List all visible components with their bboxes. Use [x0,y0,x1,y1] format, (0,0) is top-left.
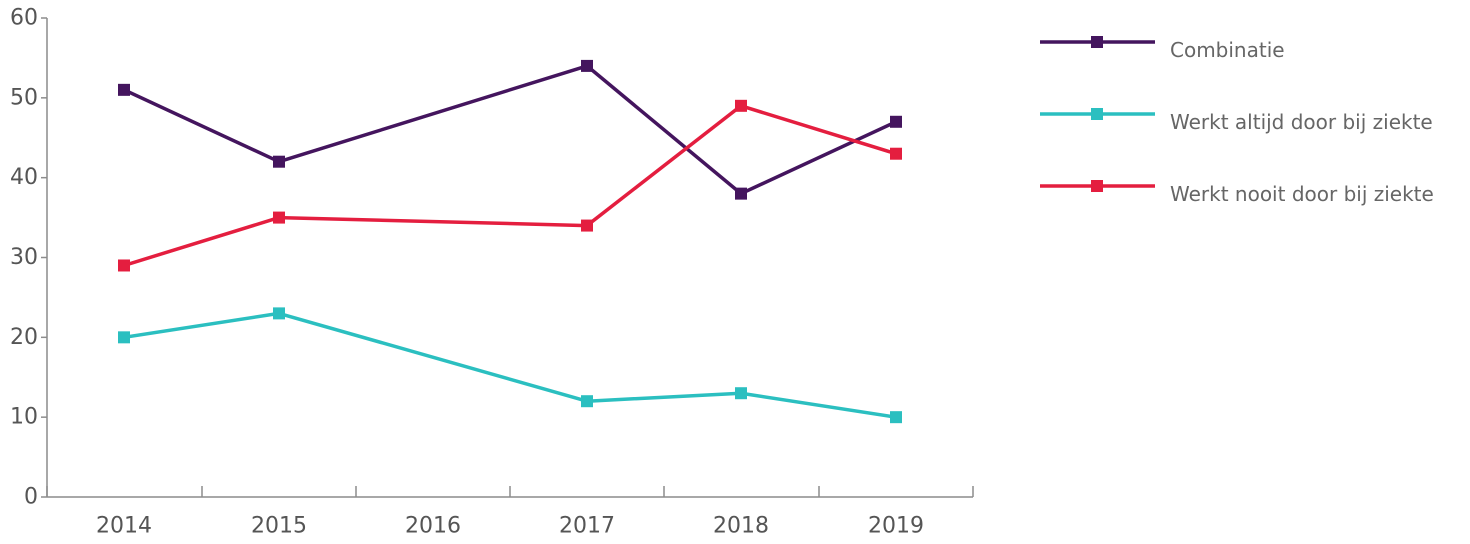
legend-item: Werkt altijd door bij ziekte [1040,108,1433,134]
y-tick-label: 0 [24,485,38,510]
data-point-marker [890,115,902,128]
x-tick-label: 2017 [559,514,615,539]
data-point-marker [735,99,747,112]
legend-item: Werkt nooit door bij ziekte [1040,180,1434,206]
data-point-marker [735,187,747,200]
data-point-marker [735,387,747,400]
legend-label: Combinatie [1170,38,1285,62]
x-axis-ticks: 2014 2015 2016 2017 2018 2019 [46,486,974,539]
legend: Combinatie Werkt altijd door bij ziekte We… [1040,36,1434,206]
data-point-marker [118,259,130,272]
x-tick-label: 2014 [96,514,152,539]
data-point-marker [581,395,593,408]
data-point-marker [581,219,593,232]
data-point-marker [118,83,130,96]
x-tick-label: 2016 [405,514,461,539]
data-point-marker [118,331,130,344]
y-tick-label: 10 [10,405,38,430]
data-point-marker [890,147,902,160]
data-point-marker [890,411,902,424]
legend-label: Werkt altijd door bij ziekte [1170,110,1433,134]
y-tick-label: 60 [10,6,38,31]
series-layer [118,59,902,424]
legend-marker [1091,108,1103,120]
y-tick-label: 50 [10,85,38,110]
x-tick-label: 2018 [713,514,769,539]
y-tick-label: 30 [10,245,38,270]
data-point-marker [581,59,593,72]
series-0 [118,59,902,200]
data-point-marker [273,307,285,320]
y-tick-label: 40 [10,165,38,190]
series-1 [118,307,902,424]
legend-label: Werkt nooit door bij ziekte [1170,182,1434,206]
x-tick-label: 2015 [251,514,307,539]
data-point-marker [273,155,285,168]
legend-item: Combinatie [1040,36,1285,62]
legend-marker [1091,36,1103,48]
series-line [123,311,897,419]
data-point-marker [273,211,285,224]
legend-marker [1091,180,1103,192]
series-line [123,104,897,268]
x-tick-label: 2019 [868,514,924,539]
y-tick-label: 20 [10,325,38,350]
y-axis-ticks: 0 10 20 30 40 50 60 [10,6,47,510]
series-2 [118,99,902,272]
series-line [123,64,897,196]
